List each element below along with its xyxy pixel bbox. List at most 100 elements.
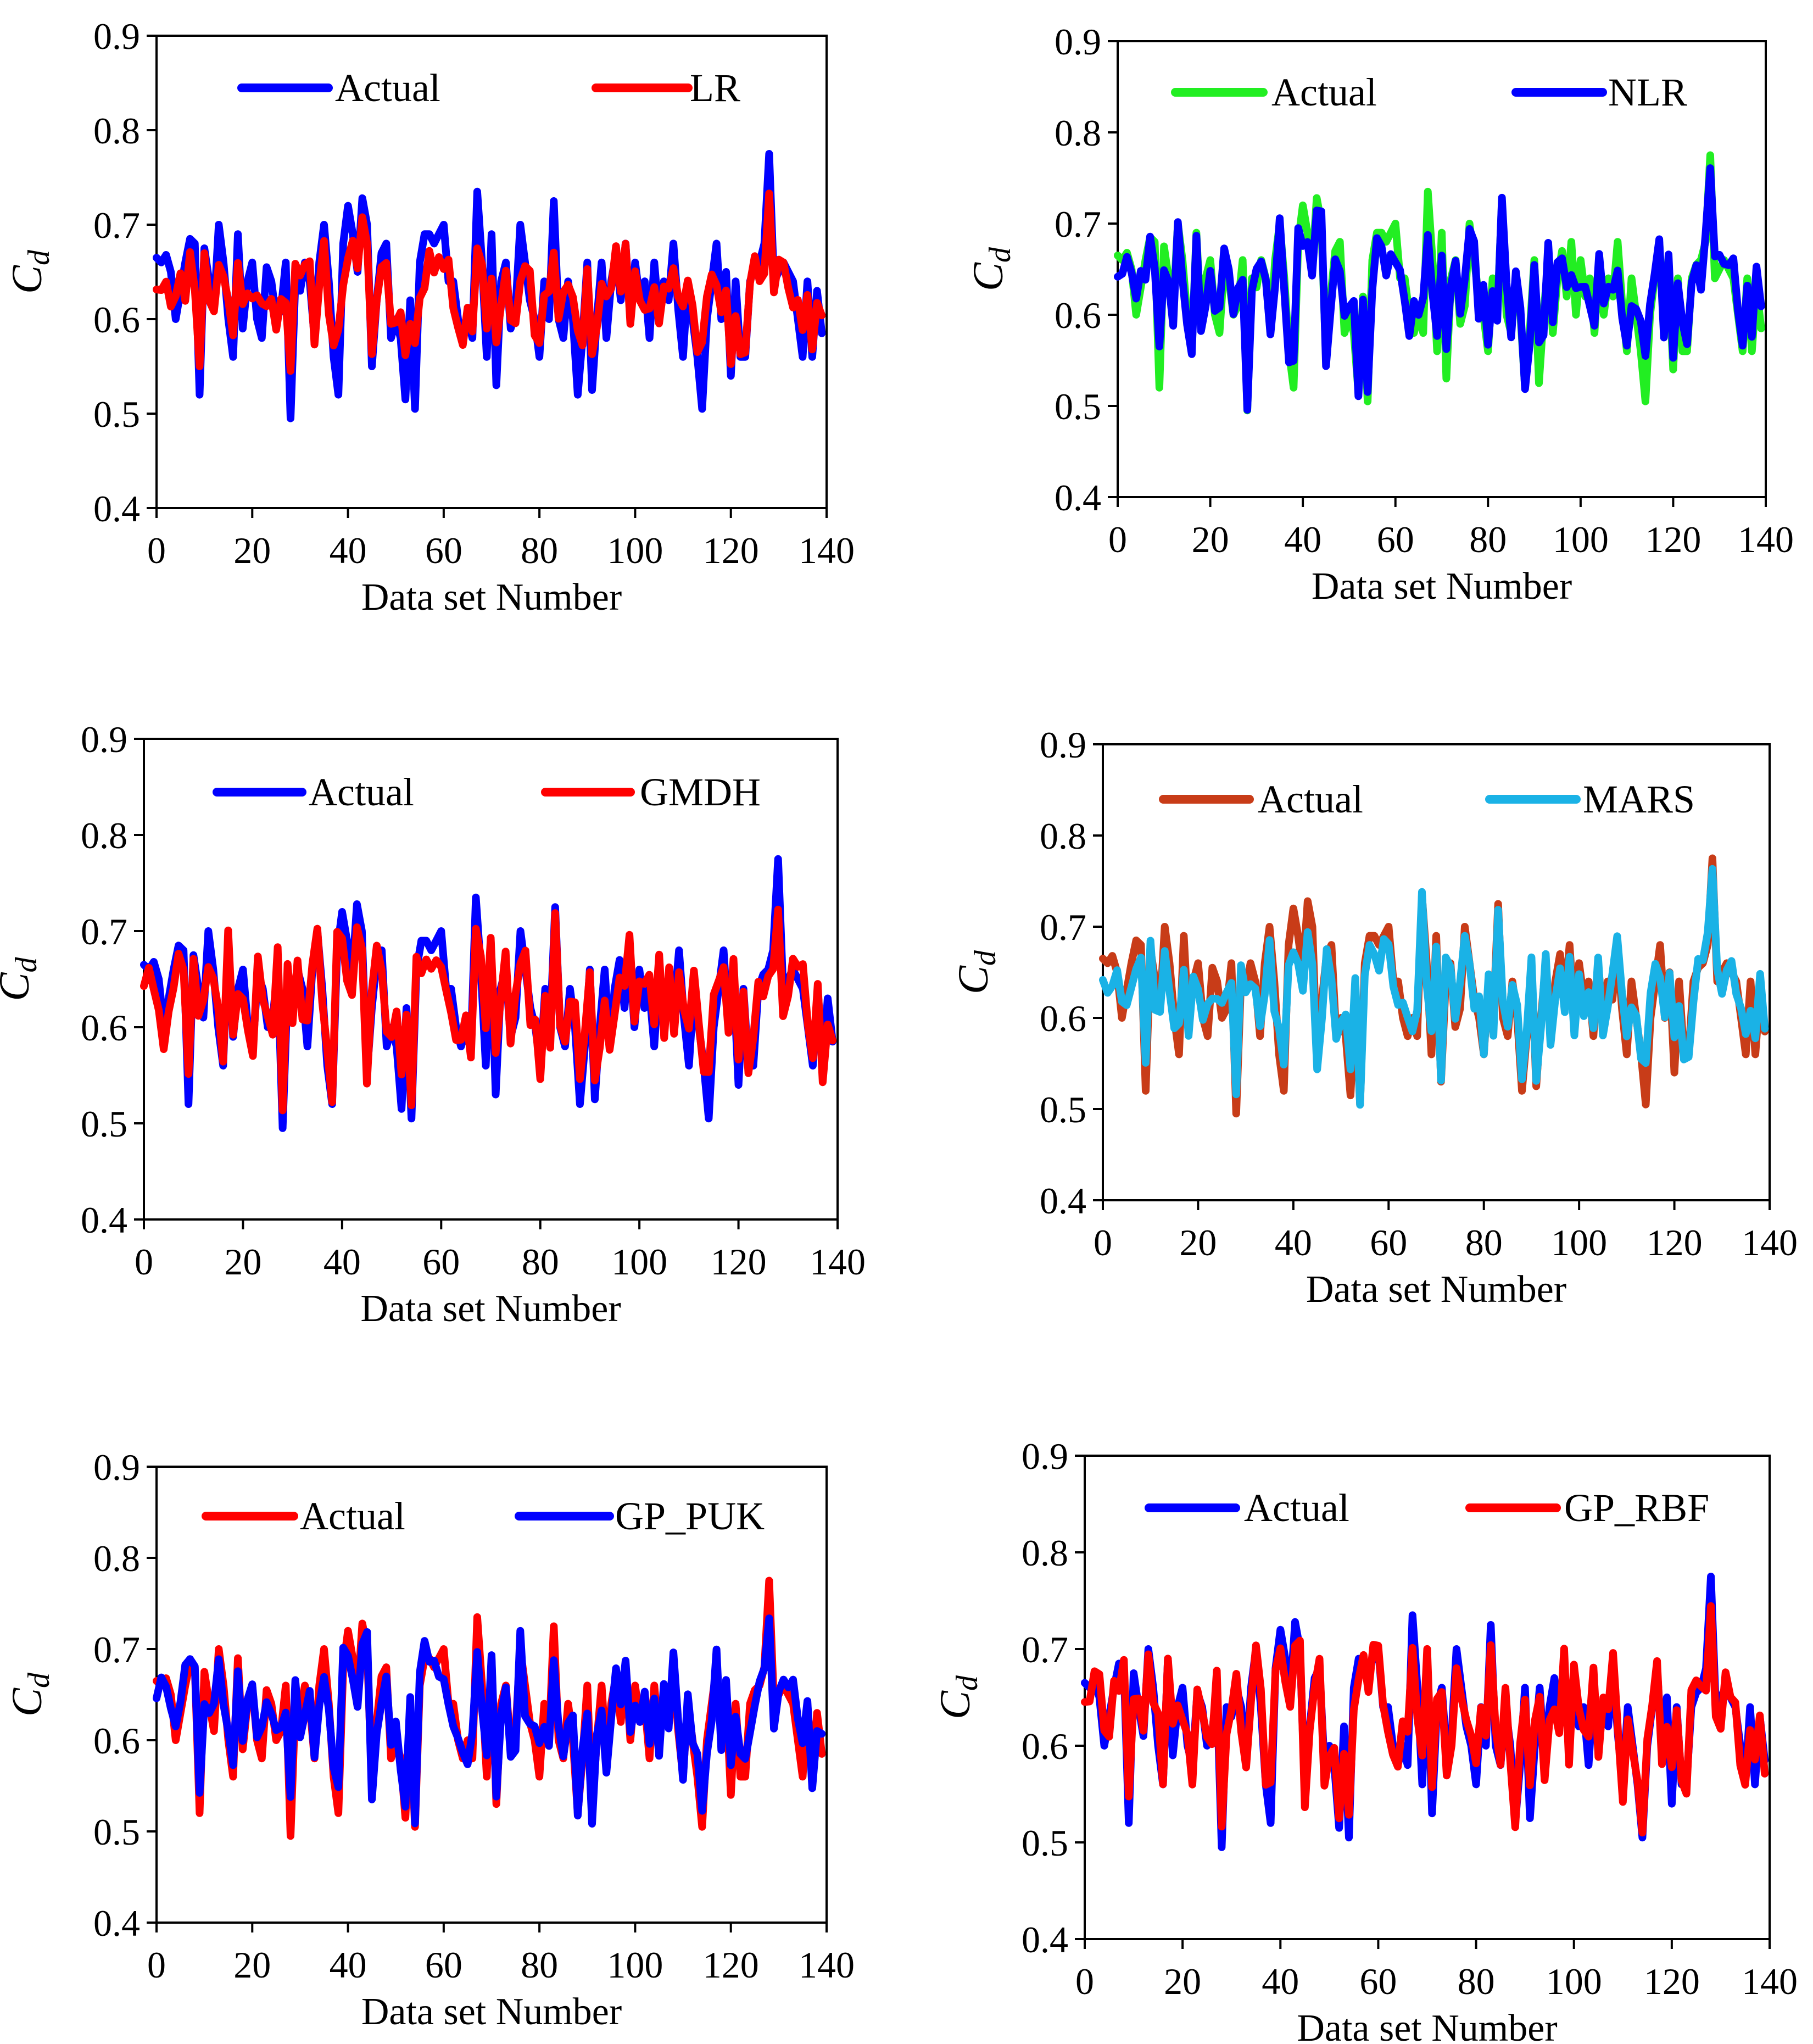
x-tick-label: 20	[1192, 519, 1229, 560]
chart-panel-middle-left: 0 20 40 60 80 100 120 140 0.4 0.5 0.6 0.7 0.8 0.9 Data…	[0, 719, 866, 1330]
x-tick-label: 100	[1551, 1222, 1607, 1263]
y-tick-label: 0.4	[93, 1902, 140, 1944]
chart-panel-middle-right: 0 20 40 60 80 100 120 140 0.4 0.5 0.6 0.7 0.8 0.9 Data…	[949, 724, 1798, 1311]
legend-label: NLR	[1608, 70, 1687, 114]
y-tick-label: 0.4	[1040, 1180, 1086, 1222]
y-tick-label: 0.7	[1040, 906, 1086, 948]
x-tick-label: 140	[799, 1944, 855, 1986]
x-tick-label: 100	[611, 1241, 667, 1283]
x-tick-label: 20	[233, 530, 271, 571]
x-tick-label: 0	[1108, 519, 1127, 560]
x-tick-label: 20	[233, 1944, 271, 1986]
chart-panel-top-left: 0 20 40 60 80 100 120 140 0.4 0.5 0.6 0.7 0.8 0.9 Data…	[3, 15, 855, 619]
y-axis-title: Cd	[0, 956, 43, 1001]
plot-frame	[1084, 1455, 1771, 1940]
x-tick-label: 40	[330, 530, 367, 571]
x-tick-label: 80	[521, 530, 558, 571]
legend-label: Actual	[1244, 1486, 1349, 1530]
x-tick-label: 60	[1377, 519, 1414, 560]
x-tick-label: 120	[703, 1944, 759, 1986]
x-tick-label: 40	[1262, 1961, 1299, 2002]
x-tick-label: 60	[422, 1241, 460, 1283]
y-tick-label: 0.9	[1022, 1435, 1068, 1477]
y-tick-label: 0.7	[1055, 203, 1101, 245]
x-axis-title: Data set Number	[361, 1991, 622, 2033]
y-tick-label: 0.5	[93, 393, 140, 435]
y-tick-label: 0.6	[1022, 1725, 1068, 1767]
x-tick-label: 80	[1465, 1222, 1503, 1263]
y-tick-label: 0.5	[81, 1103, 127, 1145]
y-tick-label: 0.9	[1040, 724, 1086, 766]
plot-frame	[1117, 40, 1767, 498]
y-tick-label: 0.9	[93, 1446, 140, 1488]
y-tick-label: 0.4	[1022, 1919, 1068, 1961]
y-tick-label: 0.9	[1055, 21, 1101, 63]
x-tick-label: 140	[1738, 519, 1794, 560]
y-tick-label: 0.5	[93, 1811, 140, 1853]
y-tick-label: 0.5	[1022, 1822, 1068, 1864]
x-axis-title: Data set Number	[360, 1288, 621, 1330]
series-line-gp-puk	[153, 1614, 826, 1828]
x-tick-label: 40	[323, 1241, 361, 1283]
chart-panel-bottom-right: 0 20 40 60 80 100 120 140 0.4 0.5 0.6 0.7 0.8 0.9 Data…	[931, 1435, 1798, 2044]
plot-frame	[1102, 743, 1771, 1201]
y-tick-label: 0.7	[1022, 1629, 1068, 1670]
x-tick-label: 20	[1179, 1222, 1217, 1263]
y-tick-label: 0.8	[1040, 815, 1086, 857]
y-axis-title: Cd	[3, 249, 56, 294]
legend-label: Actual	[309, 770, 414, 814]
x-tick-label: 140	[810, 1241, 866, 1283]
legend-label: LR	[690, 66, 740, 110]
x-tick-label: 0	[1075, 1961, 1094, 2002]
x-tick-label: 120	[1644, 1961, 1700, 2002]
x-tick-label: 80	[521, 1944, 558, 1986]
x-tick-label: 60	[425, 530, 462, 571]
plot-frame	[155, 35, 828, 509]
x-axis-title: Data set Number	[1297, 2007, 1557, 2044]
x-tick-label: 140	[1742, 1961, 1798, 2002]
y-tick-label: 0.9	[93, 15, 140, 57]
y-tick-label: 0.8	[1055, 112, 1101, 154]
y-tick-label: 0.8	[93, 1538, 140, 1579]
series-line-lr	[153, 190, 826, 375]
y-tick-label: 0.7	[81, 911, 127, 953]
x-tick-label: 140	[1742, 1222, 1798, 1263]
y-tick-label: 0.6	[1055, 294, 1101, 336]
y-tick-label: 0.4	[81, 1199, 127, 1241]
y-tick-label: 0.5	[1055, 386, 1101, 427]
series-line-gmdh	[140, 905, 836, 1115]
legend-label: Actual	[335, 66, 440, 110]
x-tick-label: 40	[330, 1944, 367, 1986]
x-tick-label: 120	[1645, 519, 1701, 560]
x-tick-label: 60	[1370, 1222, 1407, 1263]
y-tick-label: 0.7	[93, 204, 140, 246]
legend-label: GMDH	[640, 770, 761, 814]
y-tick-label: 0.8	[93, 110, 140, 152]
x-tick-label: 0	[147, 530, 166, 571]
x-tick-label: 80	[522, 1241, 559, 1283]
x-tick-label: 0	[147, 1944, 166, 1986]
y-tick-label: 0.8	[1022, 1532, 1068, 1574]
legend-label: GP_PUK	[615, 1494, 765, 1538]
y-tick-label: 0.4	[93, 488, 140, 530]
x-axis-title: Data set Number	[1306, 1268, 1566, 1311]
y-tick-label: 0.6	[1040, 998, 1086, 1039]
x-tick-label: 40	[1284, 519, 1321, 560]
x-tick-label: 120	[711, 1241, 767, 1283]
x-tick-label: 40	[1275, 1222, 1312, 1263]
y-tick-label: 0.7	[93, 1629, 140, 1670]
x-tick-label: 20	[224, 1241, 261, 1283]
y-axis-title: Cd	[964, 247, 1017, 291]
x-tick-label: 0	[1094, 1222, 1112, 1263]
x-tick-label: 60	[1359, 1961, 1397, 2002]
legend-label: Actual	[1258, 777, 1363, 821]
x-tick-label: 60	[425, 1944, 462, 1986]
legend-label: Actual	[300, 1494, 405, 1538]
x-tick-label: 120	[1647, 1222, 1703, 1263]
x-tick-label: 100	[1553, 519, 1609, 560]
x-axis-title: Data set Number	[1312, 565, 1572, 608]
x-tick-label: 100	[607, 1944, 663, 1986]
y-axis-title: Cd	[931, 1675, 984, 1719]
chart-panel-top-right: 0 20 40 60 80 100 120 140 0.4 0.5 0.6 0.7 0.8 0.9 Data…	[964, 21, 1794, 608]
